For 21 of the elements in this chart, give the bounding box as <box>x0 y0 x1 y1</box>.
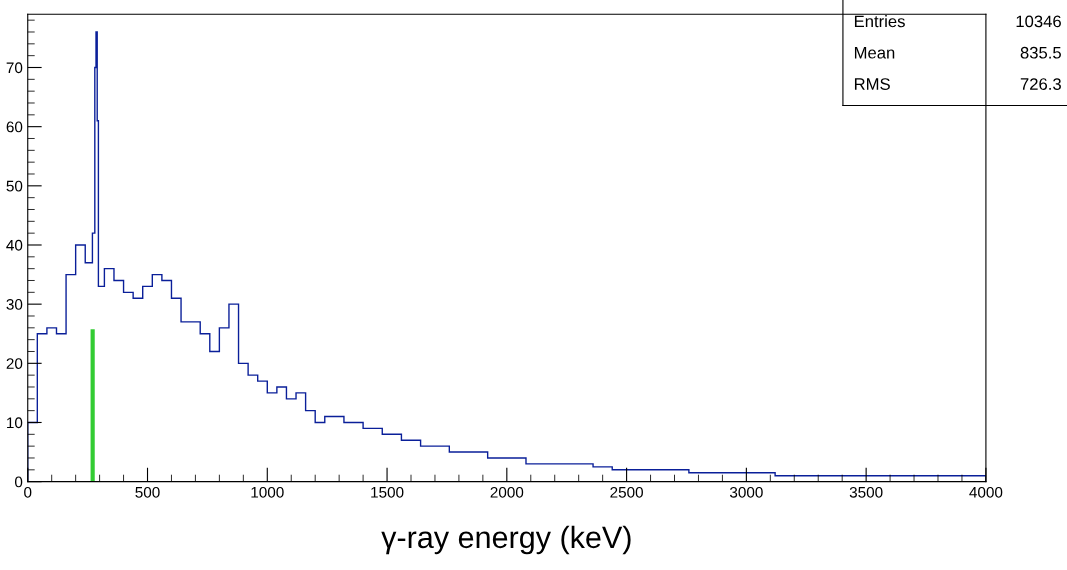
x-tick-label: 4000 <box>969 486 1003 498</box>
y-tick-label: 70 <box>6 62 23 74</box>
x-tick-label: 3500 <box>849 486 883 498</box>
y-tick-label: 30 <box>6 299 23 310</box>
x-tick-label: 2500 <box>610 486 643 498</box>
y-tick-label: 40 <box>6 239 23 251</box>
y-tick-label: 0 <box>14 476 23 488</box>
y-tick-label: 60 <box>6 121 23 133</box>
x-tick-label: 2000 <box>490 486 524 498</box>
y-tick-label: 20 <box>6 358 23 370</box>
y-tick-label: 10 <box>7 417 23 429</box>
x-tick-label: 0 <box>24 486 32 498</box>
y-tick-label: 50 <box>6 180 23 192</box>
text: Entries 10346 <box>854 15 1061 28</box>
x-tick-label: 1500 <box>371 486 404 498</box>
text: RMS 726.3 <box>854 78 1061 90</box>
x-tick-label: 1000 <box>251 486 284 498</box>
x-tick-label: 3000 <box>729 486 763 498</box>
x-tick-label: 500 <box>135 486 160 498</box>
text: Mean 835.5 <box>854 46 1061 59</box>
x-axis-title: γ-ray energy (keV) <box>381 525 631 555</box>
